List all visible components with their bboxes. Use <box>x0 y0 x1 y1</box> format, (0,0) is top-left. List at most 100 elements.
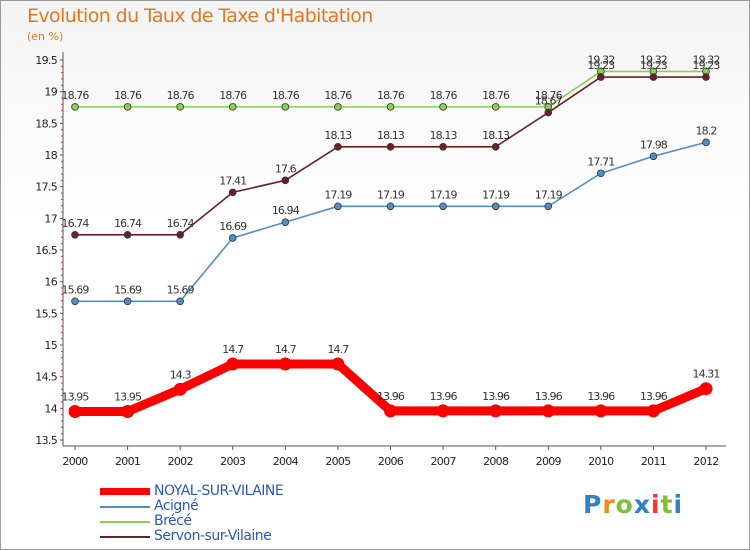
data-point <box>176 231 184 239</box>
data-point <box>702 73 710 81</box>
data-point <box>649 73 658 81</box>
data-point <box>281 176 290 185</box>
data-point <box>544 202 553 211</box>
data-point <box>173 382 187 396</box>
data-label: 19.23 <box>640 59 668 72</box>
legend-label: Servon-sur-Vilaine <box>154 528 272 544</box>
data-label: 13.96 <box>430 390 458 403</box>
data-label: 16.94 <box>272 204 300 217</box>
data-label: 18.2 <box>696 124 717 137</box>
data-label: 17.19 <box>535 188 563 201</box>
legend-label: Brécé <box>154 513 192 529</box>
data-label: 13.95 <box>114 391 142 404</box>
y-tick-label: 19.5 <box>35 54 57 67</box>
x-tick-label: 2006 <box>378 455 404 468</box>
series-acign-: 15.69 15.69 15.69 16.69 16.94 17.19 17.19 17.19… <box>62 124 717 306</box>
data-label: 18.76 <box>482 89 510 102</box>
data-point <box>71 231 79 239</box>
data-label: 13.96 <box>535 390 563 403</box>
data-label: 16.69 <box>219 220 247 233</box>
legend-swatch <box>100 506 150 508</box>
x-tick-label: 2009 <box>536 455 562 468</box>
x-tick-label: 2002 <box>168 455 193 468</box>
data-point <box>123 297 132 306</box>
data-label: 15.69 <box>167 283 195 296</box>
data-label: 16.74 <box>167 217 195 230</box>
data-label: 17.98 <box>640 138 668 151</box>
legend-item: Servon-sur-Vilaine <box>100 528 400 544</box>
x-tick-label: 2012 <box>693 455 718 468</box>
data-label: 18.13 <box>324 129 352 142</box>
legend-swatch <box>100 488 150 495</box>
data-label: 19.23 <box>693 59 721 72</box>
data-point <box>491 142 500 151</box>
data-label: 17.19 <box>377 188 405 201</box>
data-label: 14.3 <box>170 368 192 381</box>
legend-label: Acigné <box>154 498 199 514</box>
data-label: 13.96 <box>377 390 405 403</box>
x-tick-label: 2001 <box>115 455 140 468</box>
data-label: 13.96 <box>640 390 668 403</box>
data-label: 17.19 <box>482 188 510 201</box>
data-point <box>226 357 240 371</box>
proxiti-logo: Proxiti <box>583 490 683 519</box>
y-tick-label: 17.5 <box>35 181 57 194</box>
data-label: 18.76 <box>377 89 405 102</box>
x-tick-label: 2003 <box>220 455 246 468</box>
data-point <box>699 382 713 396</box>
data-point <box>491 103 500 111</box>
data-point <box>123 103 132 111</box>
data-point <box>436 404 450 418</box>
data-label: 18.13 <box>482 129 510 142</box>
data-point <box>649 152 658 161</box>
legend-label: NOYAL-SUR-VILAINE <box>154 483 284 499</box>
data-point <box>228 103 237 111</box>
data-point <box>702 138 710 147</box>
x-tick-label: 2007 <box>430 455 456 468</box>
y-tick-label: 13.5 <box>35 434 57 447</box>
x-tick-label: 2000 <box>62 455 88 468</box>
data-label: 18.76 <box>167 89 195 102</box>
data-label: 18.13 <box>430 129 458 142</box>
data-label: 17.6 <box>275 162 297 175</box>
data-point <box>331 357 345 371</box>
data-point <box>439 202 447 211</box>
chart-subtitle: (en %) <box>27 30 64 43</box>
data-point <box>228 234 237 242</box>
y-tick-label: 14 <box>44 402 57 415</box>
data-point <box>71 297 79 306</box>
y-tick-label: 16 <box>44 276 57 289</box>
data-label: 17.19 <box>324 188 352 201</box>
data-label: 18.13 <box>377 129 405 142</box>
data-label: 18.76 <box>62 89 90 102</box>
data-label: 19.32 <box>587 53 614 66</box>
data-label: 18.67 <box>535 95 563 108</box>
data-label: 16.74 <box>114 217 142 230</box>
data-point <box>278 357 292 371</box>
data-point <box>334 142 342 151</box>
x-tick-label: 2010 <box>588 455 614 468</box>
data-label: 17.71 <box>587 155 614 168</box>
data-point <box>386 142 395 151</box>
legend-swatch <box>100 536 150 538</box>
data-label: 15.69 <box>62 283 90 296</box>
legend-item: Acigné <box>100 498 400 514</box>
y-tick-label: 19 <box>44 86 57 99</box>
data-point <box>176 297 184 306</box>
series-noyal-sur-vilaine: 13.95 13.95 14.3 14.7 14.7 14.7 13.96 13.96 13.9… <box>62 343 720 418</box>
data-point <box>439 103 447 111</box>
data-point <box>386 103 395 111</box>
data-point <box>281 103 290 111</box>
logo-letter: i <box>673 490 684 519</box>
data-point <box>281 218 290 226</box>
logo-letter: t <box>660 490 674 519</box>
data-label: 13.95 <box>62 391 90 404</box>
data-label: 18.76 <box>535 89 563 102</box>
x-tick-label: 2011 <box>641 455 666 468</box>
logo-letter: P <box>583 490 603 519</box>
data-label: 14.7 <box>275 343 297 356</box>
data-label: 18.76 <box>114 89 142 102</box>
data-point <box>384 404 397 418</box>
